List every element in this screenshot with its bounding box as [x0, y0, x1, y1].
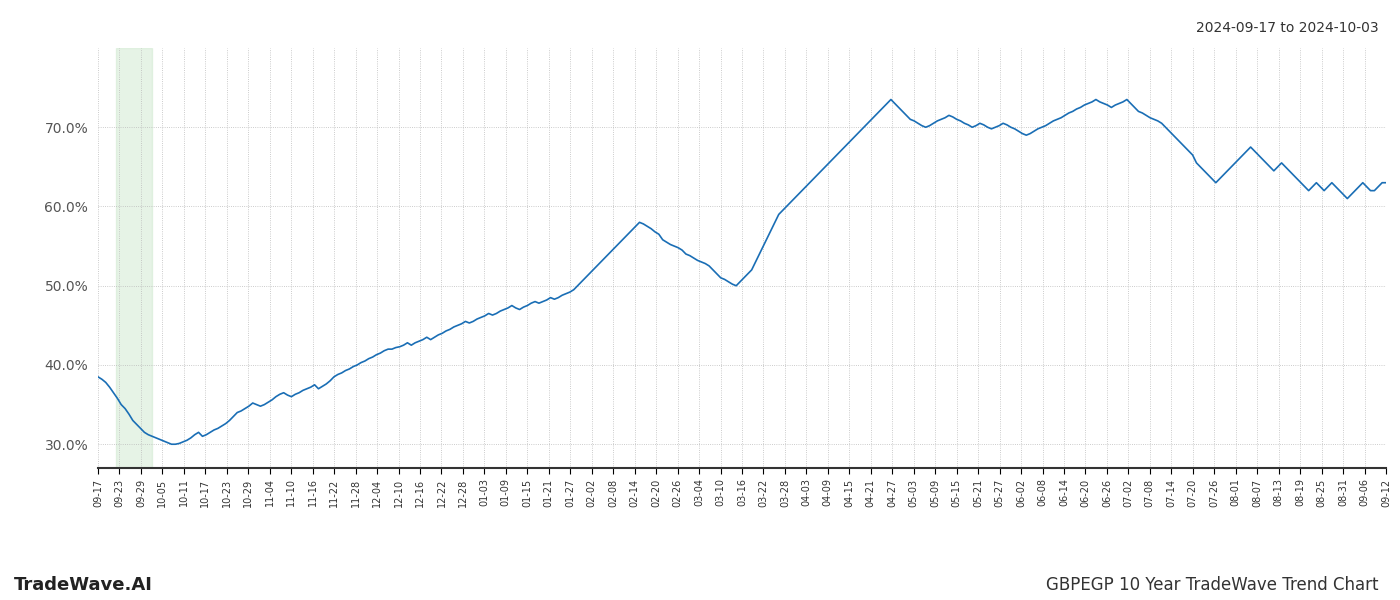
Text: GBPEGP 10 Year TradeWave Trend Chart: GBPEGP 10 Year TradeWave Trend Chart — [1047, 576, 1379, 594]
Text: TradeWave.AI: TradeWave.AI — [14, 576, 153, 594]
Text: 2024-09-17 to 2024-10-03: 2024-09-17 to 2024-10-03 — [1197, 21, 1379, 35]
Bar — [116, 48, 153, 468]
